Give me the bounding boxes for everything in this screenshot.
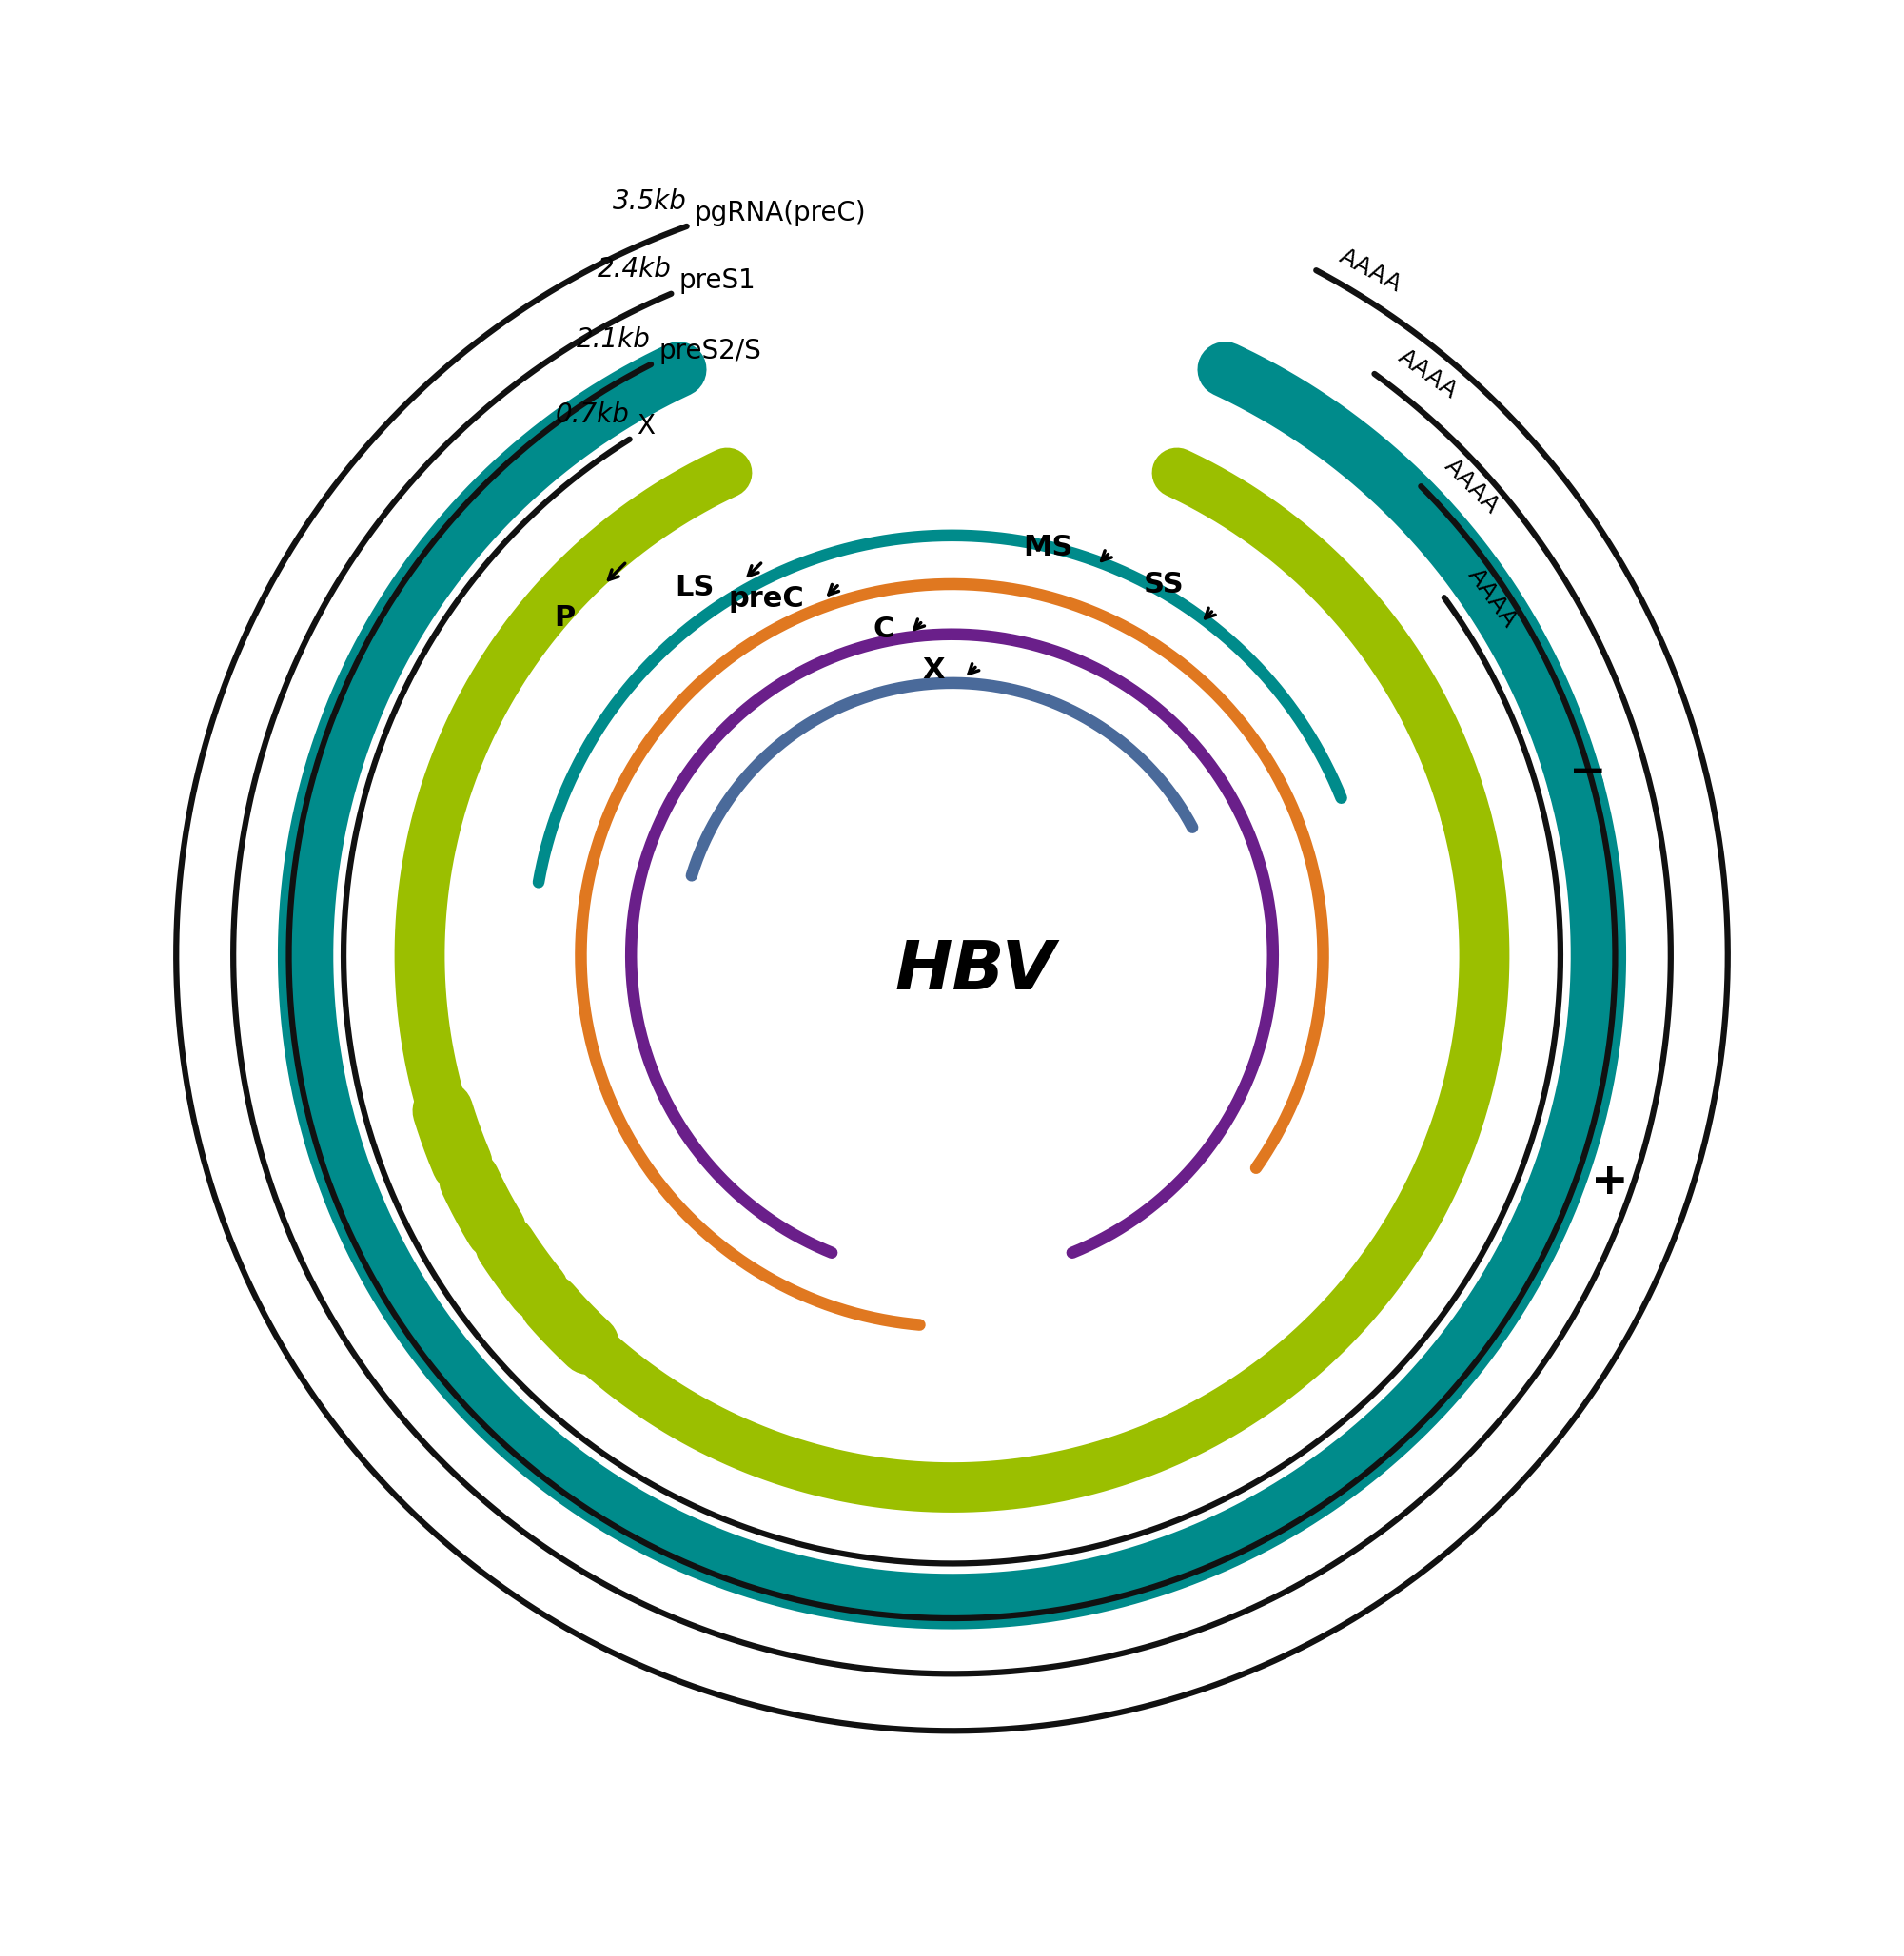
Text: X: X bbox=[638, 413, 655, 440]
Text: pgRNA(preC): pgRNA(preC) bbox=[695, 200, 866, 227]
Text: P: P bbox=[554, 604, 575, 632]
Text: 3.5kb: 3.5kb bbox=[613, 188, 687, 215]
Text: 2.1kb: 2.1kb bbox=[577, 327, 651, 352]
Text: preS1: preS1 bbox=[680, 268, 756, 293]
Text: preC: preC bbox=[729, 585, 803, 612]
Text: 2.4kb: 2.4kb bbox=[598, 256, 672, 282]
Text: LS: LS bbox=[676, 573, 714, 600]
Text: preS2/S: preS2/S bbox=[659, 338, 762, 364]
Text: SS: SS bbox=[1144, 571, 1184, 599]
Text: AAAA: AAAA bbox=[1439, 454, 1504, 518]
Text: C: C bbox=[874, 616, 895, 644]
Text: −: − bbox=[1569, 751, 1607, 794]
Text: HBV: HBV bbox=[895, 937, 1055, 1003]
Text: AAAA: AAAA bbox=[1335, 244, 1405, 295]
Text: AAAA: AAAA bbox=[1394, 344, 1462, 403]
Text: AAAA: AAAA bbox=[1464, 563, 1521, 632]
Text: X: X bbox=[922, 657, 944, 685]
Text: 0.7kb: 0.7kb bbox=[556, 401, 630, 428]
Text: +: + bbox=[1592, 1160, 1628, 1203]
Text: MS: MS bbox=[1022, 534, 1072, 561]
